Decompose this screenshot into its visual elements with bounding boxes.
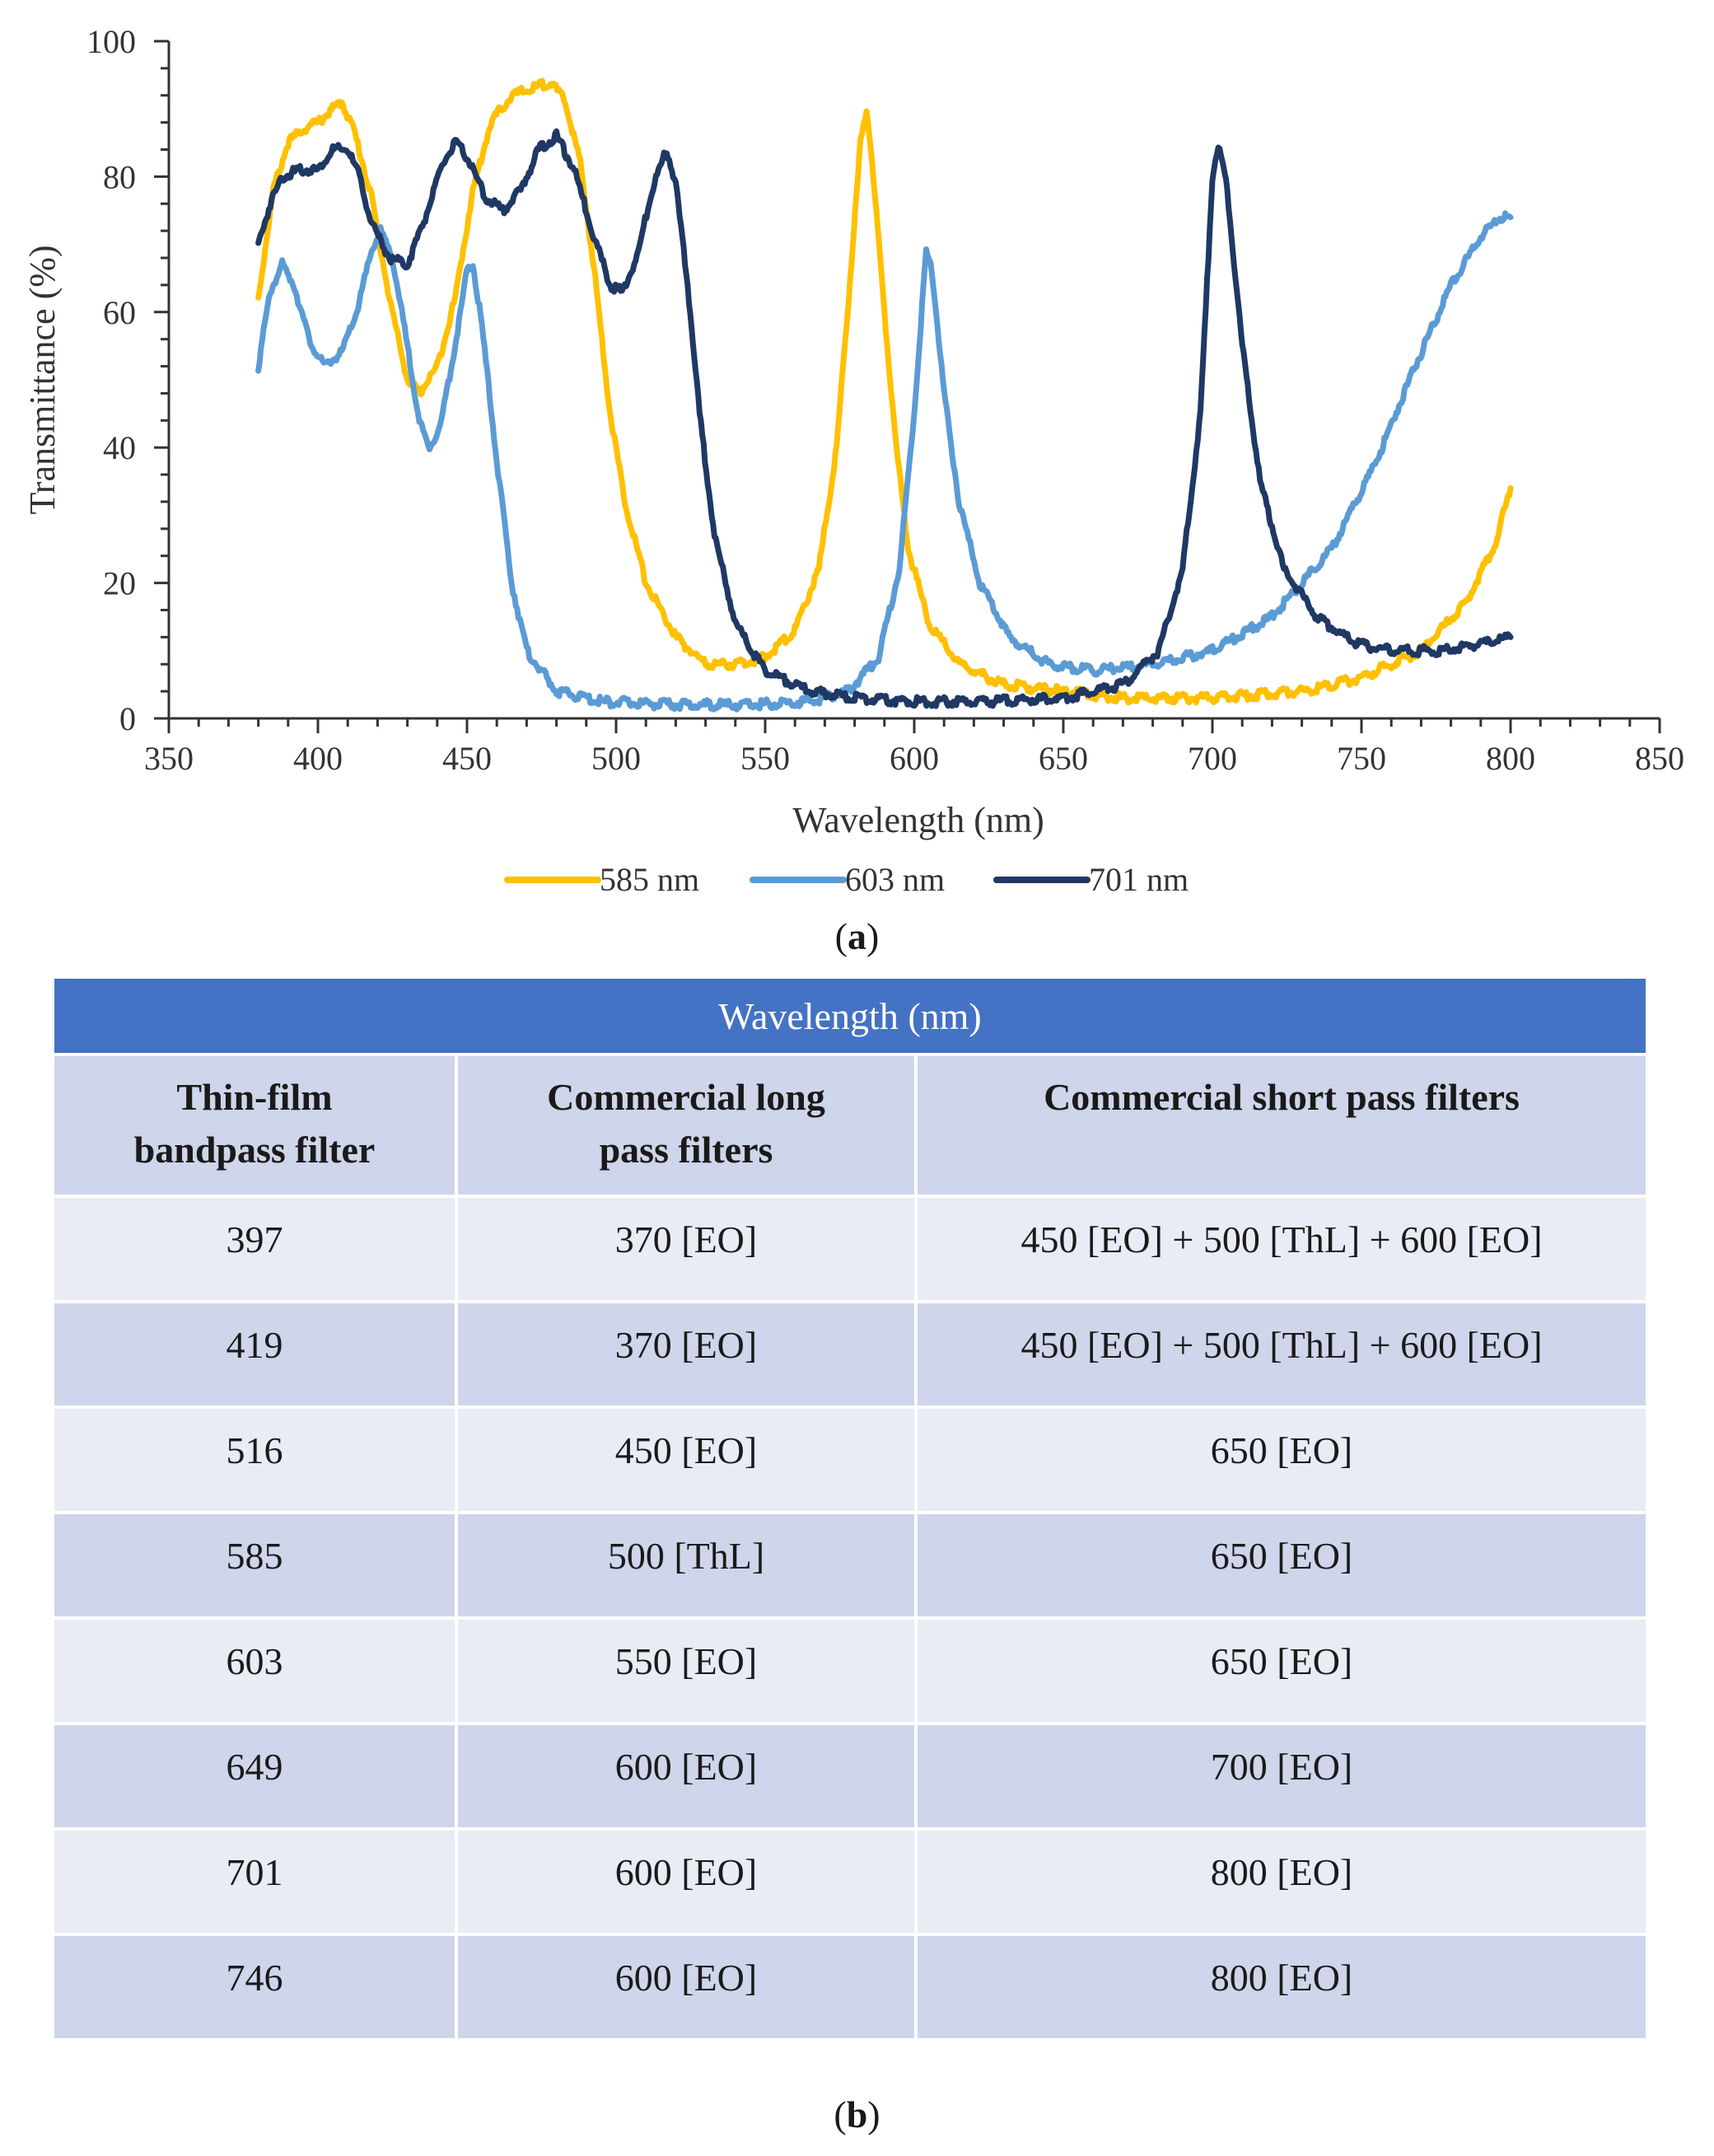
y-tick-label: 20 — [103, 565, 136, 602]
cell-long-pass: 450 [EO] — [455, 1405, 918, 1514]
cell-long-pass: 550 [EO] — [455, 1616, 918, 1725]
table-row: 701 600 [EO] 800 [EO] — [51, 1827, 1650, 1936]
x-axis-title: Wavelength (nm) — [792, 800, 1044, 840]
cell-short-pass: 700 [EO] — [913, 1722, 1650, 1831]
cell-long-pass: 600 [EO] — [455, 1933, 918, 2041]
cell-bandpass: 649 — [51, 1722, 458, 1831]
series-line-585-nm — [255, 77, 1514, 706]
table-row: 603 550 [EO] 650 [EO] — [51, 1616, 1650, 1725]
cell-bandpass: 516 — [51, 1405, 458, 1514]
cell-long-pass: 370 [EO] — [455, 1195, 918, 1303]
cell-long-pass: 370 [EO] — [455, 1300, 918, 1409]
series-layer — [255, 77, 1514, 713]
x-tick-label: 400 — [293, 740, 343, 777]
cell-bandpass: 419 — [51, 1300, 458, 1409]
table-row: 419 370 [EO] 450 [EO] + 500 [ThL] + 600 … — [51, 1300, 1650, 1409]
x-tick-label: 700 — [1188, 740, 1237, 777]
table-banner: Wavelength (nm) — [50, 975, 1650, 1056]
header-thin-film: Thin-film bandpass filter — [51, 1053, 458, 1198]
cell-short-pass: 650 [EO] — [913, 1405, 1650, 1514]
x-tick-label: 550 — [740, 740, 790, 777]
header-short-pass-line1: Commercial short pass filters — [1044, 1076, 1520, 1118]
series-line-603-nm — [255, 210, 1514, 713]
header-short-pass: Commercial short pass filters — [913, 1053, 1650, 1198]
legend-label: 603 nm — [845, 861, 945, 898]
legend-label: 585 nm — [600, 861, 699, 898]
cell-short-pass: 450 [EO] + 500 [ThL] + 600 [EO] — [913, 1300, 1650, 1409]
cell-short-pass: 650 [EO] — [913, 1511, 1650, 1620]
header-long-pass-line1: Commercial long — [547, 1076, 825, 1118]
caption-b-letter: b — [846, 2093, 868, 2135]
header-long-pass: Commercial long pass filters — [455, 1053, 918, 1198]
y-axis-title: Transmittance (%) — [22, 245, 63, 514]
x-tick-label: 450 — [442, 740, 492, 777]
table-row: 585 500 [ThL] 650 [EO] — [51, 1511, 1650, 1620]
axes-layer: 350 400 450 500 550 600 650 700 750 800 850 0 20 40 60… — [22, 23, 1684, 840]
caption-a-letter: a — [848, 915, 866, 957]
header-thin-film-line2: bandpass filter — [133, 1129, 376, 1171]
cell-bandpass: 585 — [51, 1511, 458, 1620]
cell-short-pass: 800 [EO] — [913, 1827, 1650, 1936]
y-tick-label: 40 — [103, 429, 136, 466]
cell-short-pass: 450 [EO] + 500 [ThL] + 600 [EO] — [913, 1195, 1650, 1303]
cell-bandpass: 701 — [51, 1827, 458, 1936]
table-row: 649 600 [EO] 700 [EO] — [51, 1722, 1650, 1831]
cell-long-pass: 600 [EO] — [455, 1722, 918, 1831]
cell-bandpass: 746 — [51, 1933, 458, 2041]
x-tick-label: 500 — [591, 740, 641, 777]
x-tick-label: 350 — [144, 740, 194, 777]
series-line-701-nm — [255, 128, 1514, 709]
table-row: 516 450 [EO] 650 [EO] — [51, 1405, 1650, 1514]
y-tick-label: 0 — [119, 700, 136, 737]
x-tick-label: 750 — [1337, 740, 1386, 777]
caption-b: (b) — [834, 2093, 880, 2135]
y-tick-label: 100 — [86, 23, 136, 60]
y-tick-label: 60 — [103, 294, 136, 331]
caption-a: (a) — [834, 915, 880, 957]
y-tick-label: 80 — [103, 158, 136, 195]
cell-long-pass: 600 [EO] — [455, 1827, 918, 1936]
x-tick-label: 600 — [890, 740, 939, 777]
x-tick-label: 800 — [1486, 740, 1535, 777]
cell-bandpass: 603 — [51, 1616, 458, 1725]
filter-table: Wavelength (nm) Thin-film bandpass filte… — [50, 975, 1650, 2041]
x-tick-label: 650 — [1039, 740, 1088, 777]
legend: 585 nm 603 nm 701 nm — [504, 861, 1189, 898]
transmittance-chart: 350 400 450 500 550 600 650 700 750 800 850 0 20 40 60… — [22, 23, 1684, 898]
cell-short-pass: 650 [EO] — [913, 1616, 1650, 1725]
table-row: 746 600 [EO] 800 [EO] — [51, 1933, 1650, 2041]
table-row: 397 370 [EO] 450 [EO] + 500 [ThL] + 600 … — [51, 1195, 1650, 1303]
cell-bandpass: 397 — [51, 1195, 458, 1303]
legend-label: 701 nm — [1089, 861, 1189, 898]
cell-long-pass: 500 [ThL] — [455, 1511, 918, 1620]
x-tick-label: 850 — [1635, 740, 1684, 777]
cell-short-pass: 800 [EO] — [913, 1933, 1650, 2041]
header-long-pass-line2: pass filters — [599, 1129, 773, 1171]
header-thin-film-line1: Thin-film — [176, 1076, 333, 1118]
